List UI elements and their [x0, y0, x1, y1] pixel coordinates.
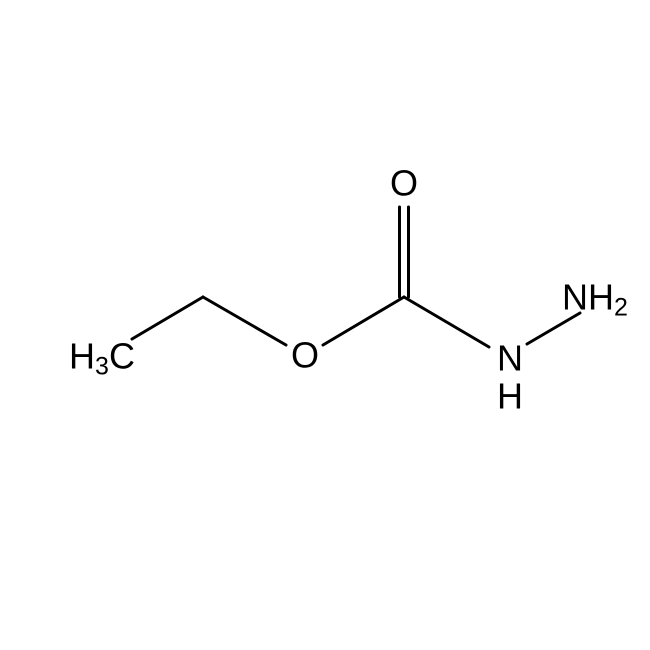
molecule-diagram: H3C O O NH NH2 [0, 0, 650, 650]
bond-line [323, 297, 404, 345]
atom-label: O [291, 335, 319, 376]
bond-line [404, 297, 489, 347]
bond-line [132, 297, 203, 339]
atom-label: NH2 [562, 277, 628, 322]
atom-label: N [497, 338, 523, 379]
bond-line [203, 297, 286, 345]
bond-line [527, 313, 580, 344]
atom-label: H3C [69, 336, 135, 381]
atom-label-sub: H [497, 375, 523, 416]
atom-label: O [390, 163, 418, 204]
